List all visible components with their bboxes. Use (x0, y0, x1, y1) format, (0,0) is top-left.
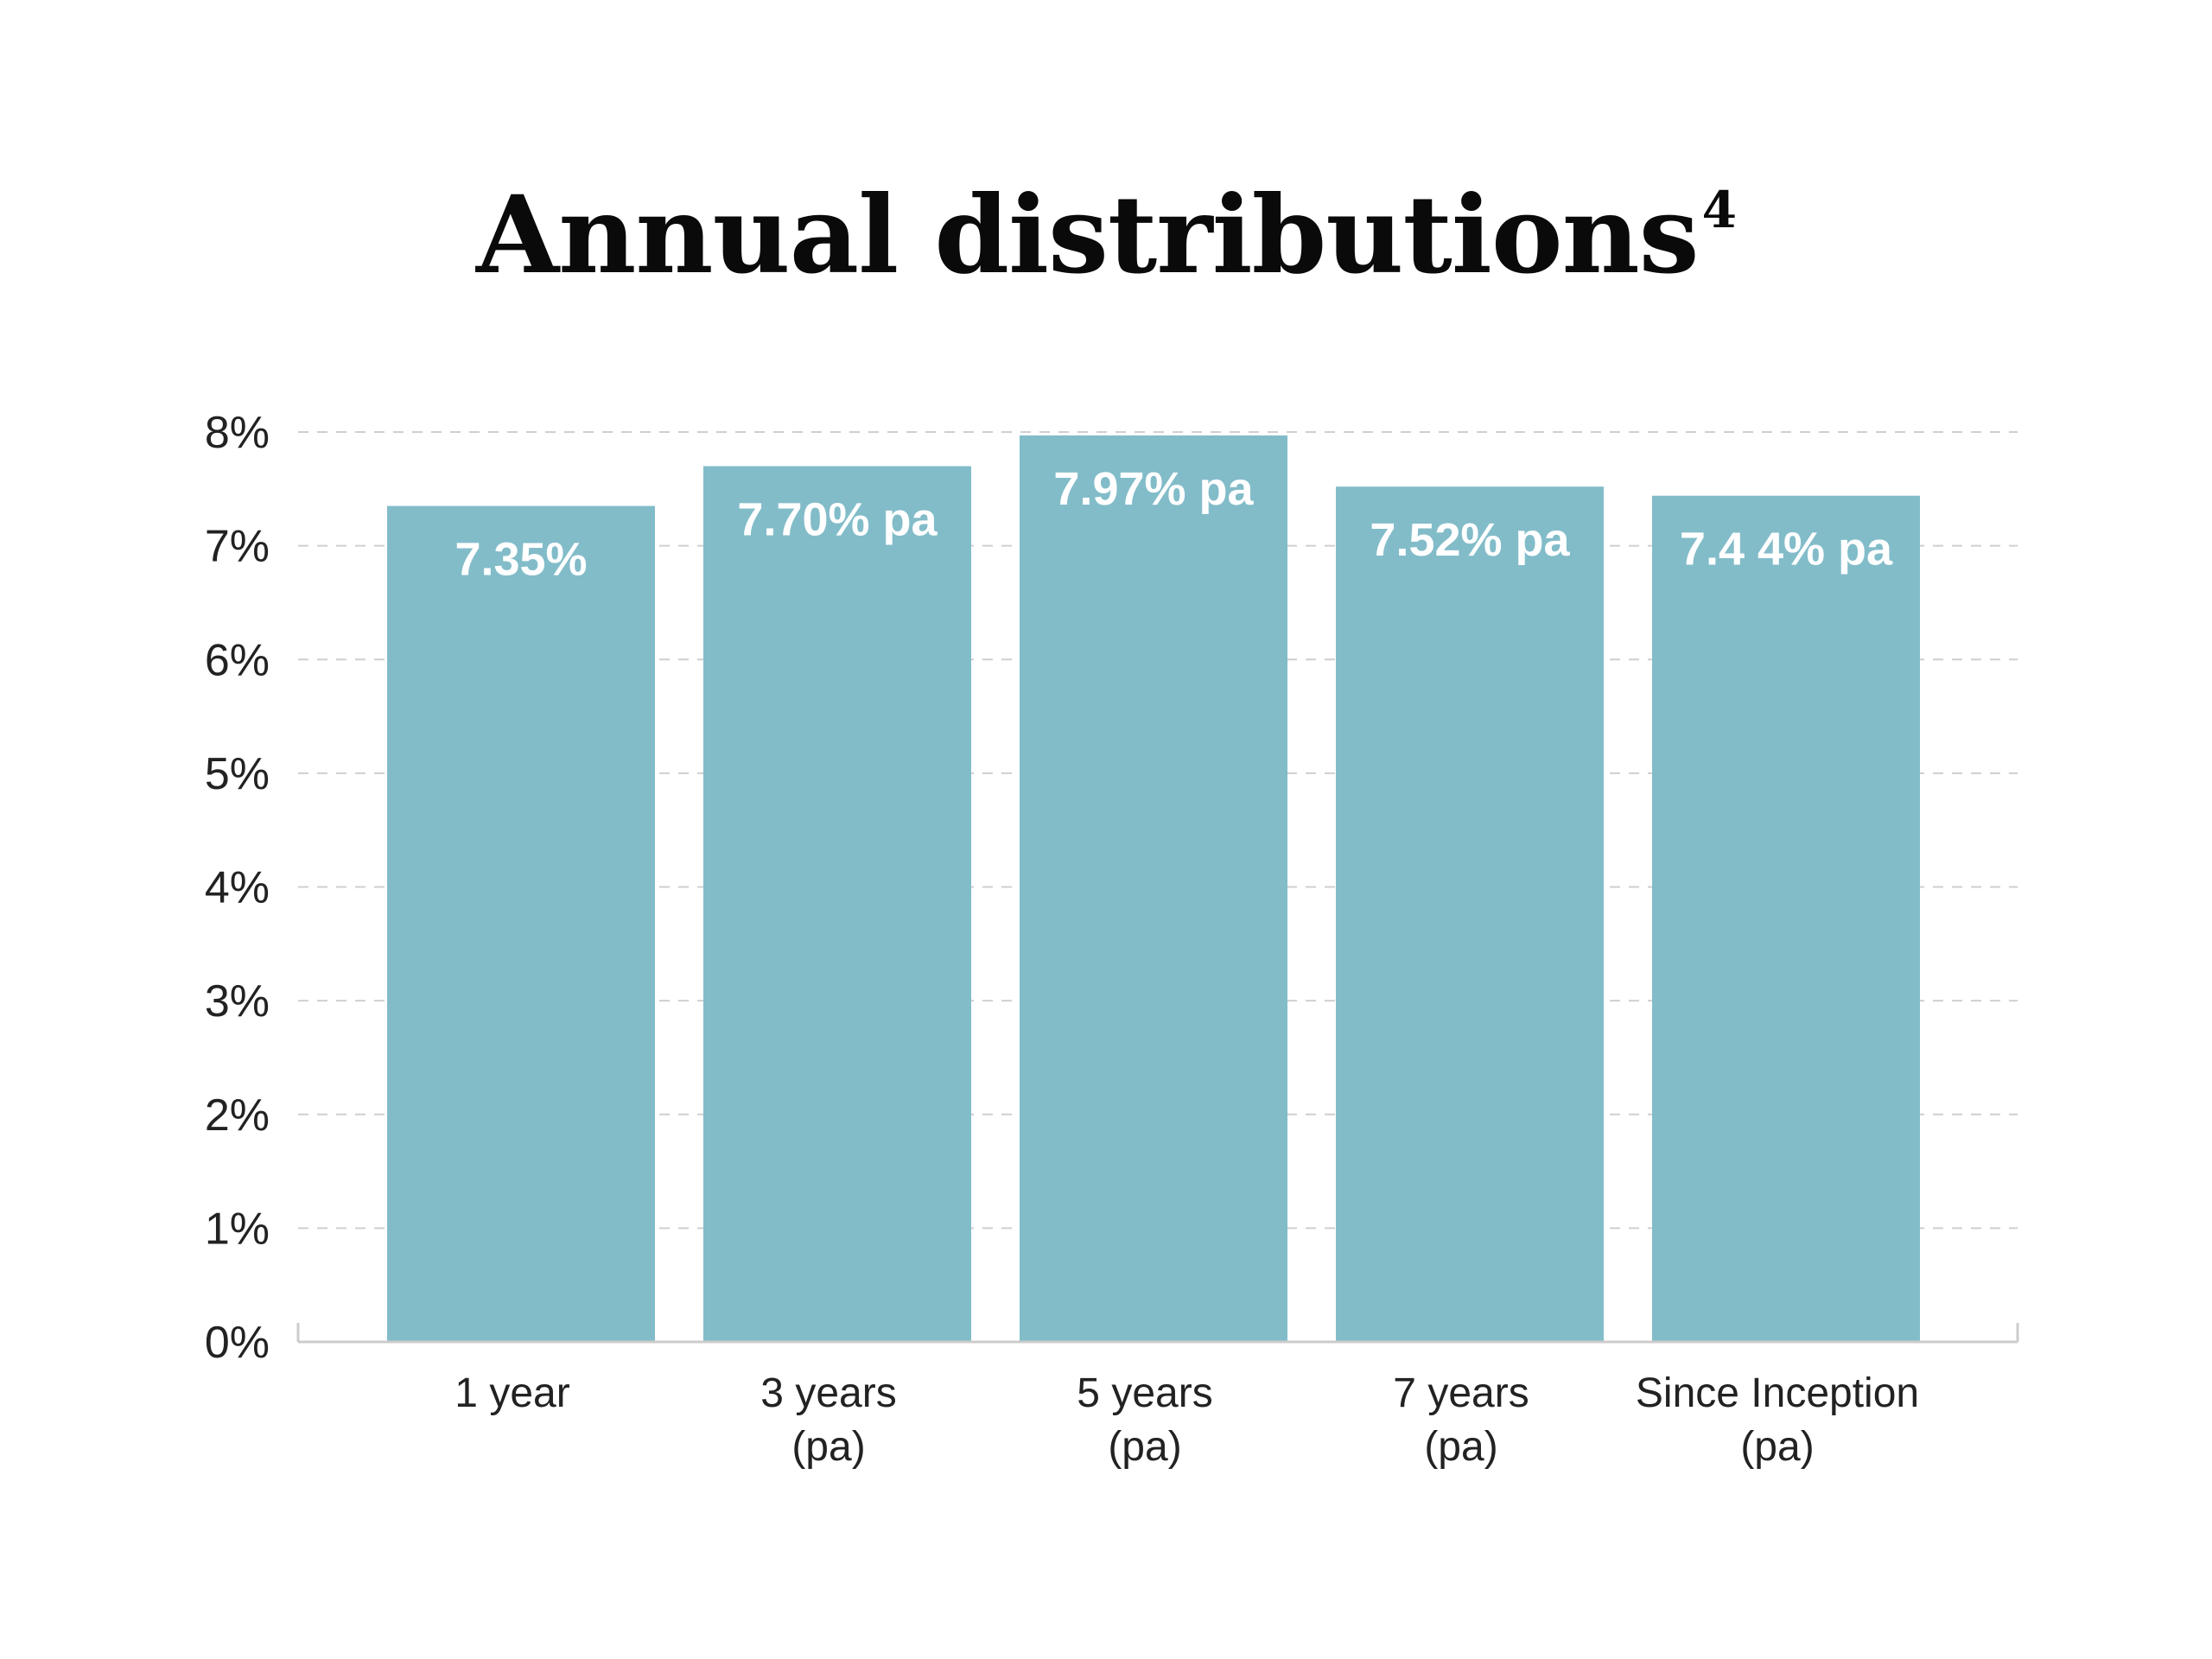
data-label: 7.70% pa (737, 493, 938, 545)
data-labels: 7.35% 7.70% pa 7.97% pa 7.52% pa 7.4 4% pa (454, 463, 1893, 586)
chart-title: Annual distributions4 (0, 173, 2212, 298)
y-tick-label: 6% (205, 635, 270, 685)
bars (387, 435, 1920, 1343)
x-axis-ticks: 1 year 3 years (pa) 5 years (pa) 7 years (pa) S… (454, 1370, 1919, 1470)
y-tick-label: 7% (205, 522, 270, 572)
bar (387, 505, 655, 1342)
x-axis (296, 1323, 2019, 1344)
data-label: 7.35% (454, 534, 587, 586)
bar (1020, 435, 1287, 1343)
y-tick-label: 1% (205, 1204, 270, 1254)
y-tick-label: 3% (205, 976, 270, 1027)
chart-title-text: Annual distributions (476, 173, 1700, 298)
data-label: 7.52% pa (1370, 514, 1570, 566)
y-tick-label: 5% (205, 749, 270, 799)
bar (1652, 495, 1920, 1342)
bar (1336, 486, 1604, 1342)
bar (703, 466, 971, 1342)
x-tick-label: 5 years (pa) (1077, 1370, 1212, 1470)
x-tick-label: 1 year (454, 1370, 569, 1416)
x-tick-label: 7 years (pa) (1393, 1370, 1529, 1470)
y-tick-label: 8% (205, 408, 270, 458)
y-tick-label: 0% (205, 1318, 270, 1368)
y-tick-label: 4% (205, 863, 270, 913)
y-tick-label: 2% (205, 1090, 270, 1141)
data-label: 7.4 4% pa (1680, 524, 1893, 575)
data-label: 7.97% pa (1053, 463, 1254, 515)
chart-title-footnote: 4 (1701, 181, 1737, 239)
x-tick-label: 3 years (pa) (760, 1370, 896, 1470)
x-tick-label: Since Inception (pa) (1636, 1370, 1919, 1470)
y-axis-ticks: 0% 1% 2% 3% 4% 5% 6% 7% 8% (205, 408, 270, 1368)
